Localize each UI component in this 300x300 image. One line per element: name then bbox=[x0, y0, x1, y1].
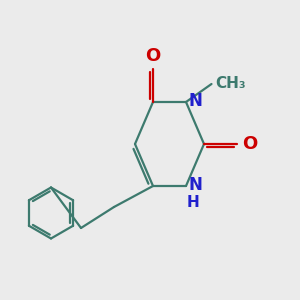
Text: N: N bbox=[188, 92, 202, 110]
Text: O: O bbox=[242, 135, 258, 153]
Text: O: O bbox=[146, 47, 160, 65]
Text: H: H bbox=[186, 195, 199, 210]
Text: N: N bbox=[188, 176, 202, 194]
Text: CH₃: CH₃ bbox=[215, 76, 246, 92]
